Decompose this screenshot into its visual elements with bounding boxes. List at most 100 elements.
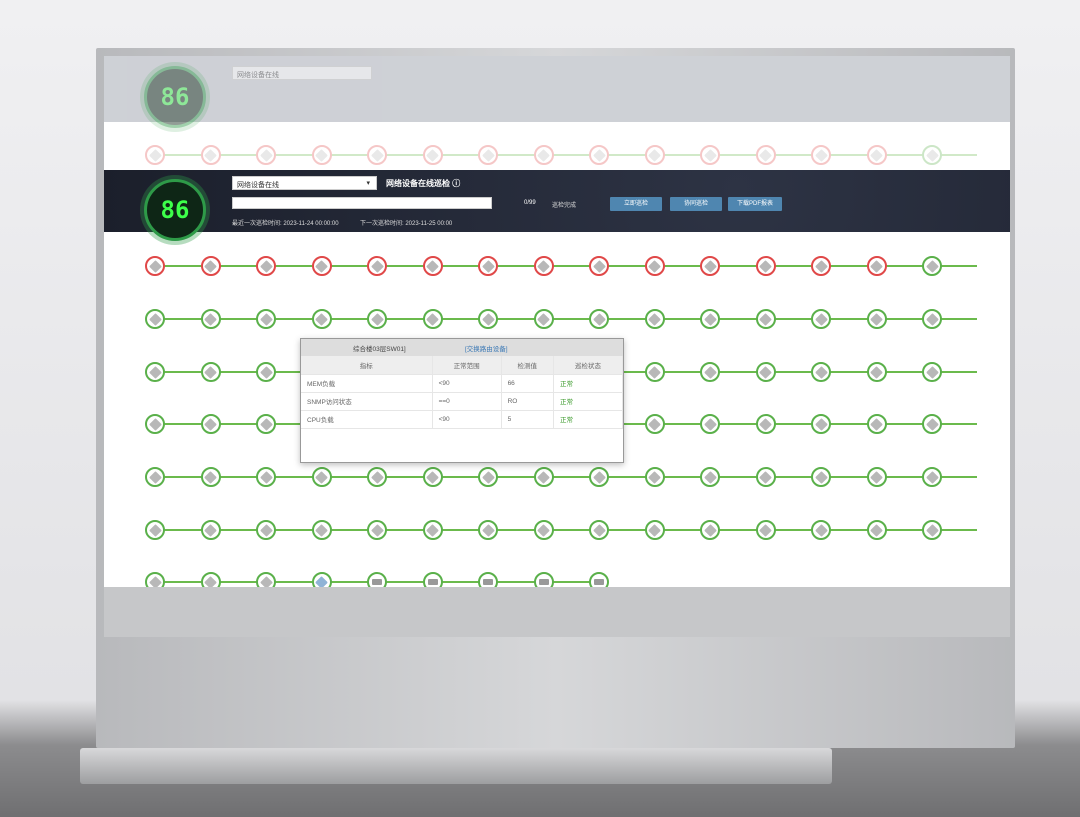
download-pdf-button[interactable]: 下载PDF报表: [728, 197, 782, 211]
device-node-red[interactable]: [367, 256, 387, 276]
device-node-red[interactable]: [755, 256, 776, 276]
device-node-red[interactable]: [256, 256, 276, 276]
device-node-green[interactable]: [589, 520, 609, 540]
device-node-green[interactable]: [256, 520, 276, 540]
device-node-green[interactable]: [367, 520, 387, 540]
device-node-green[interactable]: [367, 467, 387, 487]
device-node-green[interactable]: [200, 520, 221, 540]
device-node-green[interactable]: [922, 362, 942, 382]
device-node-green[interactable]: [644, 520, 665, 540]
device-node-green[interactable]: [256, 414, 276, 434]
device-node-red[interactable]: [145, 145, 165, 165]
device-node-green[interactable]: [533, 467, 554, 487]
inspect-now-button[interactable]: 立即巡检: [610, 197, 662, 211]
device-node-green[interactable]: [922, 520, 942, 540]
device-node-red[interactable]: [755, 145, 776, 165]
device-node-green[interactable]: [866, 414, 887, 434]
device-node-green[interactable]: [422, 467, 443, 487]
device-node-green[interactable]: [422, 520, 443, 540]
device-node-green[interactable]: [811, 362, 831, 382]
device-node-red[interactable]: [478, 145, 498, 165]
device-node-red[interactable]: [200, 145, 221, 165]
device-node-green[interactable]: [145, 467, 165, 487]
device-node-green[interactable]: [644, 467, 665, 487]
device-node-red[interactable]: [367, 145, 387, 165]
device-node-green[interactable]: [644, 309, 665, 329]
device-node-red[interactable]: [589, 145, 609, 165]
device-node-green[interactable]: [367, 309, 387, 329]
device-node-green[interactable]: [311, 520, 332, 540]
device-node-green[interactable]: [922, 256, 942, 276]
device-node-green[interactable]: [866, 362, 887, 382]
device-node-red[interactable]: [866, 145, 887, 165]
device-node-green[interactable]: [589, 467, 609, 487]
device-node-red[interactable]: [311, 256, 332, 276]
device-node-green[interactable]: [422, 309, 443, 329]
device-node-red[interactable]: [700, 145, 720, 165]
device-node-green[interactable]: [755, 309, 776, 329]
device-node-red[interactable]: [422, 145, 443, 165]
device-node-green[interactable]: [533, 520, 554, 540]
device-node-green[interactable]: [755, 467, 776, 487]
device-node-green[interactable]: [256, 362, 276, 382]
device-icon: [759, 148, 772, 162]
device-node-green[interactable]: [256, 309, 276, 329]
device-node-green[interactable]: [811, 520, 831, 540]
device-node-red[interactable]: [700, 256, 720, 276]
device-node-green[interactable]: [811, 467, 831, 487]
device-node-green[interactable]: [755, 520, 776, 540]
device-node-green[interactable]: [700, 467, 720, 487]
device-node-green[interactable]: [922, 467, 942, 487]
device-node-green[interactable]: [700, 309, 720, 329]
device-node-green[interactable]: [311, 467, 332, 487]
device-node-green[interactable]: [866, 520, 887, 540]
device-node-red[interactable]: [533, 256, 554, 276]
device-node-green[interactable]: [145, 414, 165, 434]
device-node-green[interactable]: [700, 414, 720, 434]
device-node-green[interactable]: [644, 414, 665, 434]
device-node-red[interactable]: [256, 145, 276, 165]
device-node-red[interactable]: [589, 256, 609, 276]
device-node-green[interactable]: [922, 145, 942, 165]
device-node-red[interactable]: [311, 145, 332, 165]
device-node-green[interactable]: [866, 309, 887, 329]
device-node-red[interactable]: [644, 256, 665, 276]
device-node-green[interactable]: [700, 362, 720, 382]
device-node-green[interactable]: [145, 309, 165, 329]
device-node-green[interactable]: [478, 467, 498, 487]
device-node-green[interactable]: [200, 309, 221, 329]
device-node-red[interactable]: [478, 256, 498, 276]
device-node-red[interactable]: [145, 256, 165, 276]
device-node-green[interactable]: [311, 309, 332, 329]
device-node-red[interactable]: [811, 145, 831, 165]
category-dropdown[interactable]: 网络设备在线 ▾: [232, 176, 377, 190]
device-node-green[interactable]: [256, 467, 276, 487]
device-node-green[interactable]: [811, 414, 831, 434]
device-node-green[interactable]: [145, 520, 165, 540]
device-node-green[interactable]: [700, 520, 720, 540]
device-node-green[interactable]: [145, 362, 165, 382]
device-icon: [204, 365, 217, 379]
device-node-green[interactable]: [200, 414, 221, 434]
device-node-green[interactable]: [811, 309, 831, 329]
device-node-green[interactable]: [922, 309, 942, 329]
device-node-green[interactable]: [644, 362, 665, 382]
device-node-green[interactable]: [755, 362, 776, 382]
device-node-green[interactable]: [533, 309, 554, 329]
info-icon[interactable]: ⓘ: [452, 179, 461, 188]
device-node-red[interactable]: [200, 256, 221, 276]
device-node-green[interactable]: [200, 467, 221, 487]
device-node-green[interactable]: [589, 309, 609, 329]
device-node-green[interactable]: [200, 362, 221, 382]
device-node-red[interactable]: [811, 256, 831, 276]
device-node-green[interactable]: [478, 520, 498, 540]
device-node-red[interactable]: [866, 256, 887, 276]
device-node-red[interactable]: [422, 256, 443, 276]
collab-inspect-button[interactable]: 协同巡检: [670, 197, 722, 211]
device-node-green[interactable]: [755, 414, 776, 434]
device-node-green[interactable]: [922, 414, 942, 434]
device-node-green[interactable]: [478, 309, 498, 329]
device-node-red[interactable]: [533, 145, 554, 165]
device-node-green[interactable]: [866, 467, 887, 487]
device-node-red[interactable]: [644, 145, 665, 165]
